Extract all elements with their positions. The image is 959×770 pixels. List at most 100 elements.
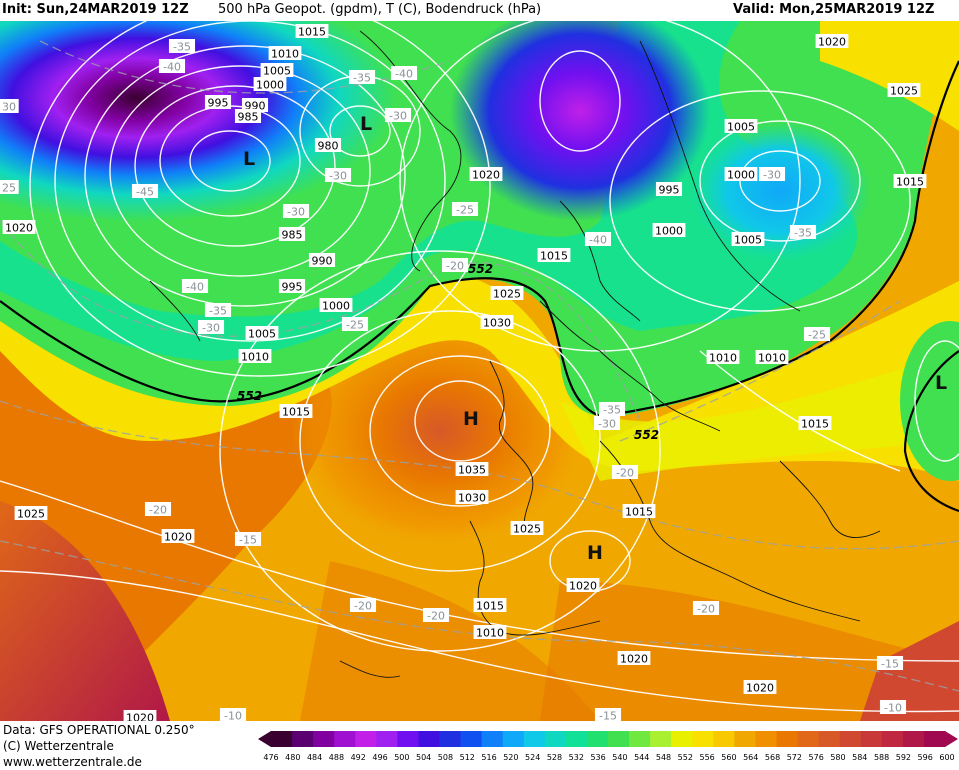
legend-tick-label: 592: [895, 753, 912, 762]
temperature-label-bg: [390, 66, 418, 80]
legend-swatch: [292, 731, 314, 747]
pressure-label-bg: [278, 279, 306, 293]
init-time: Init: Sun,24MAR2019 12Z: [2, 2, 189, 17]
pressure-label-bg: [238, 349, 272, 363]
legend-swatch: [355, 731, 377, 747]
legend-swatch: [713, 731, 735, 747]
low-pressure-center: L: [360, 113, 372, 135]
temperature-label-text: -10: [224, 710, 242, 722]
temperature-label: -25: [341, 317, 369, 332]
pressure-label: 1025: [887, 83, 921, 98]
temperature-label-bg: [584, 232, 612, 246]
chart-header: Init: Sun,24MAR2019 12Z 500 hPa Geopot. …: [0, 0, 959, 22]
temperature-label: -10: [219, 708, 247, 722]
temperature-label: -20: [441, 258, 469, 273]
scandinavia-low-field: [450, 21, 710, 221]
legend-swatch: [671, 731, 693, 747]
color-legend-bar: [258, 731, 958, 747]
temperature-label-text: -10: [884, 702, 902, 715]
pressure-label-text: 1000: [256, 79, 284, 92]
pressure-label-bg: [295, 24, 329, 38]
legend-tick-label: 476: [263, 753, 279, 762]
temperature-label-bg: [168, 39, 196, 53]
legend-tick-label: 580: [830, 753, 846, 762]
website-url: www.wetterzentrale.de: [3, 755, 142, 769]
temperature-label: -15: [234, 532, 262, 547]
legend-tick-label: 596: [917, 753, 933, 762]
temperature-label-text: 25: [2, 182, 16, 195]
pressure-label-bg: [14, 506, 48, 520]
pressure-label-bg: [724, 119, 758, 133]
temperature-label-text: -35: [173, 41, 191, 54]
temperature-label: -15: [876, 656, 904, 671]
pressure-label-text: 985: [238, 111, 259, 124]
temperature-label: -40: [390, 66, 418, 81]
pressure-label-text: 1000: [655, 225, 683, 238]
legend-swatch: [439, 731, 462, 747]
legend-swatch: [797, 731, 820, 747]
legend-swatch: [313, 731, 335, 747]
temperature-label-text: -30: [598, 418, 616, 431]
pressure-label-bg: [469, 167, 503, 181]
legend-swatch: [608, 731, 630, 747]
temperature-label-text: -35: [794, 227, 812, 240]
legend-tick-label: 520: [503, 753, 519, 762]
temperature-label: -20: [422, 608, 450, 623]
pressure-label-bg: [655, 182, 683, 196]
pressure-label: 1015: [473, 598, 507, 613]
legend-swatch: [565, 731, 588, 747]
temperature-label-bg: [451, 202, 479, 216]
pressure-label: 1015: [279, 404, 313, 419]
legend-swatch: [397, 731, 419, 747]
temperature-label-text: -20: [446, 260, 464, 273]
temperature-label-text: -15: [599, 710, 617, 722]
legend-tick-label: 516: [481, 753, 497, 762]
temperature-label-bg: [803, 327, 831, 341]
legend-swatch: [481, 731, 504, 747]
pressure-label: 1010: [268, 46, 302, 61]
pressure-label-text: 1020: [620, 653, 648, 666]
legend-tick-label: 536: [590, 753, 606, 762]
chart-title: 500 hPa Geopot. (gpdm), T (C), Bodendruc…: [218, 2, 542, 17]
legend-tick-label: 504: [416, 753, 432, 762]
pressure-label: 1030: [455, 490, 489, 505]
temperature-label-bg: [0, 99, 19, 113]
pressure-label: 990: [308, 253, 336, 268]
pressure-label: 985: [278, 227, 306, 242]
temperature-label-text: -30: [202, 322, 220, 335]
temperature-label-bg: [441, 258, 469, 272]
pressure-label-text: 1010: [241, 351, 269, 364]
legend-tick-label: 572: [786, 753, 802, 762]
temperature-label-bg: [204, 303, 232, 317]
legend-swatch: [502, 731, 525, 747]
pressure-label: 1005: [731, 232, 765, 247]
legend-tick-label: 496: [372, 753, 388, 762]
temperature-label-text: -20: [427, 610, 445, 623]
pressure-label-bg: [480, 315, 514, 329]
temperature-label-bg: [349, 598, 377, 612]
temperature-label-text: -20: [354, 600, 372, 613]
pressure-label: 1030: [480, 315, 514, 330]
legend-swatch: [418, 731, 440, 747]
legend-tick-label: 600: [939, 753, 955, 762]
geopotential-label: 552: [237, 389, 262, 403]
pressure-label: 1000: [652, 223, 686, 238]
temperature-label-bg: [594, 708, 622, 721]
pressure-label: 995: [655, 182, 683, 197]
pressure-label-bg: [314, 138, 342, 152]
legend-tick-label: 568: [764, 753, 781, 762]
pressure-label-bg: [798, 416, 832, 430]
pressure-label: 1010: [238, 349, 272, 364]
temperature-label: -35: [168, 39, 196, 54]
coastlines: [149, 30, 881, 678]
pressure-label: 1020: [123, 710, 157, 721]
pressure-label-bg: [622, 504, 656, 518]
pressure-label: 1010: [706, 350, 740, 365]
pressure-label-bg: [473, 625, 507, 639]
pressure-label: 1025: [490, 286, 524, 301]
pressure-label: 1015: [295, 24, 329, 39]
pressure-label-bg: [724, 167, 758, 181]
pressure-label-bg: [455, 462, 489, 476]
temperature-label: -30: [758, 167, 786, 182]
